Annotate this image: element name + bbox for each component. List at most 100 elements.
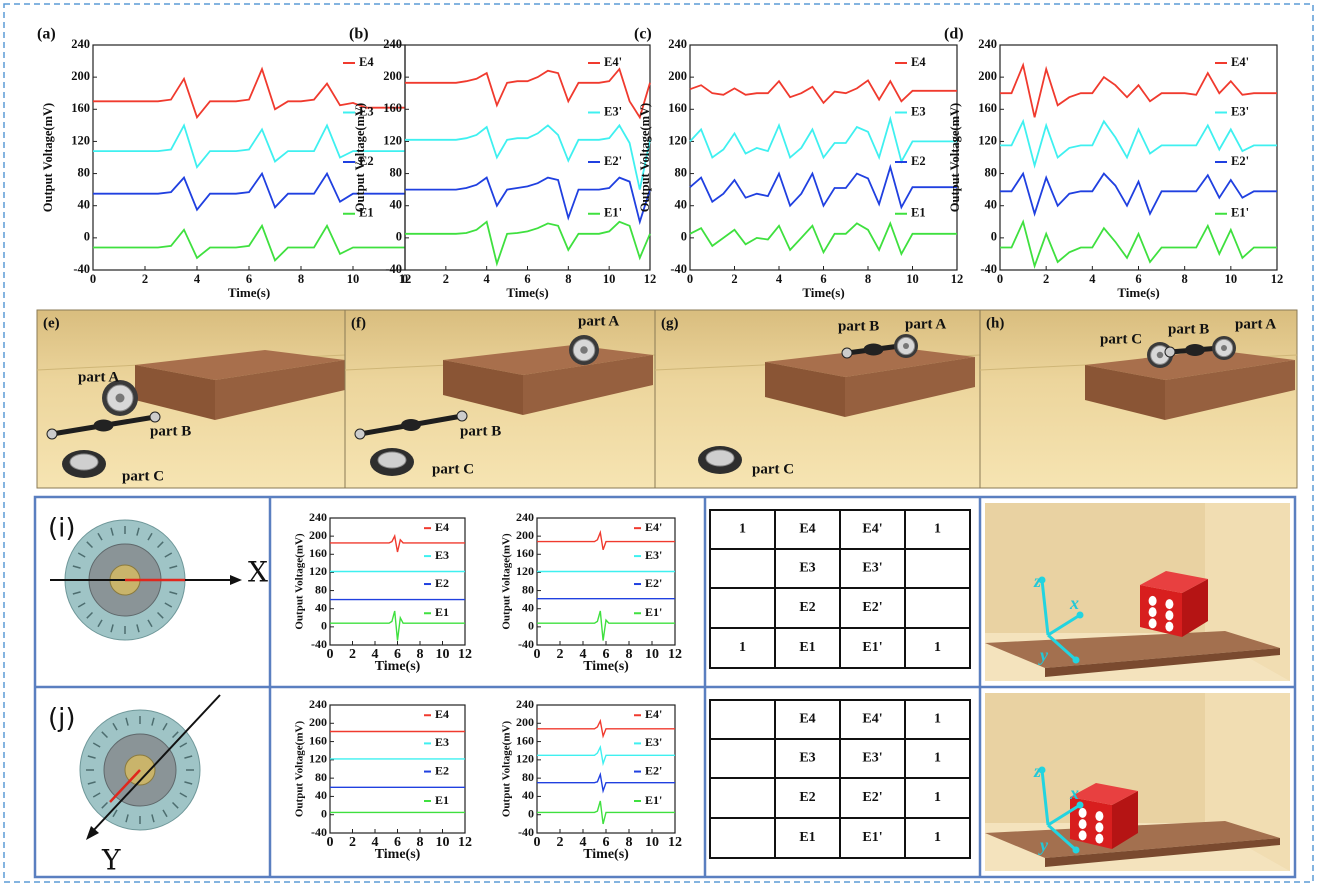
table-cell: E1	[799, 830, 815, 845]
axle-bulge	[401, 419, 421, 431]
panel-label: (c)	[634, 26, 652, 43]
table-cell: 1	[934, 830, 941, 845]
x-tick-label: 12	[951, 272, 964, 286]
x-tick-label: 4	[194, 272, 201, 286]
y-tick-label: 0	[84, 230, 90, 244]
table-cell: E3'	[862, 751, 882, 766]
table-cell: E3	[799, 751, 815, 766]
x-tick-label: 10	[436, 835, 450, 850]
part-label: part B	[1168, 321, 1209, 337]
x-tick-label: 2	[557, 647, 564, 662]
x-tick-label: 12	[458, 647, 472, 662]
table-cell: 1	[934, 790, 941, 805]
coordinate-label: z	[1033, 761, 1041, 781]
y-tick-label: 240	[978, 37, 997, 51]
y-tick-label: 120	[668, 133, 687, 147]
part-label: part A	[1235, 316, 1276, 332]
x-axis-title: Time(s)	[583, 847, 629, 862]
x-tick-label: 12	[1271, 272, 1284, 286]
x-axis-title: Time(s)	[1117, 285, 1159, 300]
x-tick-label: 12	[644, 272, 657, 286]
part-label: part B	[150, 423, 191, 439]
arrow-head	[86, 826, 99, 840]
table-cell: E3'	[862, 561, 882, 576]
axis-tip	[1073, 657, 1080, 664]
part-label: part A	[78, 369, 119, 385]
table-cell: E2'	[862, 790, 882, 805]
dice-pip	[1095, 811, 1103, 821]
x-tick-label: 2	[1043, 272, 1049, 286]
legend-label: E1'	[1231, 206, 1249, 220]
legend-label: E1'	[645, 605, 662, 619]
x-tick-label: 4	[1089, 272, 1096, 286]
table-cell: 1	[934, 640, 941, 655]
dice-pip	[1165, 610, 1173, 620]
y-axis-title: Output Voltage(mV)	[294, 721, 306, 818]
series-line	[537, 747, 675, 763]
y-tick-label: 40	[78, 198, 91, 212]
part-label: part A	[905, 316, 946, 332]
y-tick-label: 240	[516, 510, 534, 524]
scene-label: (h)	[986, 315, 1004, 331]
part-label: part C	[432, 461, 474, 477]
part-label: part C	[752, 461, 794, 477]
y-tick-label: 120	[383, 133, 402, 147]
y-axis-title: Output Voltage(mV)	[948, 103, 962, 212]
y-tick-label: 120	[978, 133, 997, 147]
y-axis-title: Output Voltage(mV)	[353, 103, 367, 212]
axle-end	[150, 412, 160, 422]
y-tick-label: 240	[309, 510, 327, 524]
dice-pip	[1079, 819, 1087, 829]
y-tick-label: 0	[528, 619, 534, 633]
y-tick-label: 200	[516, 715, 534, 729]
legend-label: E4	[911, 55, 926, 69]
tire-rim	[378, 452, 406, 468]
x-tick-label: 0	[90, 272, 96, 286]
y-tick-label: -40	[311, 825, 327, 839]
dice-pip	[1165, 599, 1173, 609]
y-tick-label: -40	[518, 637, 534, 651]
dice-pip	[1149, 618, 1157, 628]
table-cell: E4'	[862, 712, 882, 727]
axis-tip	[1073, 847, 1080, 854]
legend-label: E2'	[645, 576, 662, 590]
y-tick-label: -40	[670, 262, 687, 276]
x-axis-title: Time(s)	[375, 847, 421, 862]
figure: -4004080120160200240024681012Time(s)Outp…	[0, 0, 1317, 886]
y-tick-label: 40	[522, 788, 534, 802]
x-axis-title: Time(s)	[802, 285, 844, 300]
axle-end	[355, 429, 365, 439]
x-tick-label: 2	[443, 272, 449, 286]
legend-label: E1	[435, 605, 449, 619]
axis-name: X	[248, 556, 268, 589]
x-tick-label: 10	[645, 835, 659, 850]
axle-bulge	[94, 420, 114, 432]
x-tick-label: 10	[347, 272, 360, 286]
series-line	[405, 222, 650, 264]
coordinate-label: y	[1038, 645, 1049, 665]
dice-pip	[1095, 822, 1103, 832]
axle-bulge	[864, 344, 884, 356]
y-tick-label: 240	[516, 697, 534, 711]
y-tick-label: -40	[518, 825, 534, 839]
part-label: part C	[122, 468, 164, 484]
scene-label: (e)	[43, 315, 60, 331]
y-tick-label: 160	[516, 733, 534, 747]
legend-label: E4'	[645, 520, 662, 534]
axle-end	[842, 348, 852, 358]
scene-label: (f)	[351, 315, 366, 331]
panel-label: (a)	[37, 26, 56, 43]
table-cell: E2	[799, 600, 815, 615]
row-label: (j)	[48, 704, 76, 734]
y-tick-label: 40	[985, 198, 998, 212]
row-label: (i)	[48, 514, 76, 544]
y-tick-label: 200	[383, 69, 402, 83]
wheel-hub	[116, 394, 125, 403]
legend-label: E2'	[645, 763, 662, 777]
x-tick-label: 10	[436, 647, 450, 662]
y-tick-label: 120	[309, 564, 327, 578]
y-tick-label: 0	[528, 806, 534, 820]
series-line	[690, 80, 957, 103]
table-cell: E2	[799, 790, 815, 805]
x-tick-label: 4	[484, 272, 491, 286]
